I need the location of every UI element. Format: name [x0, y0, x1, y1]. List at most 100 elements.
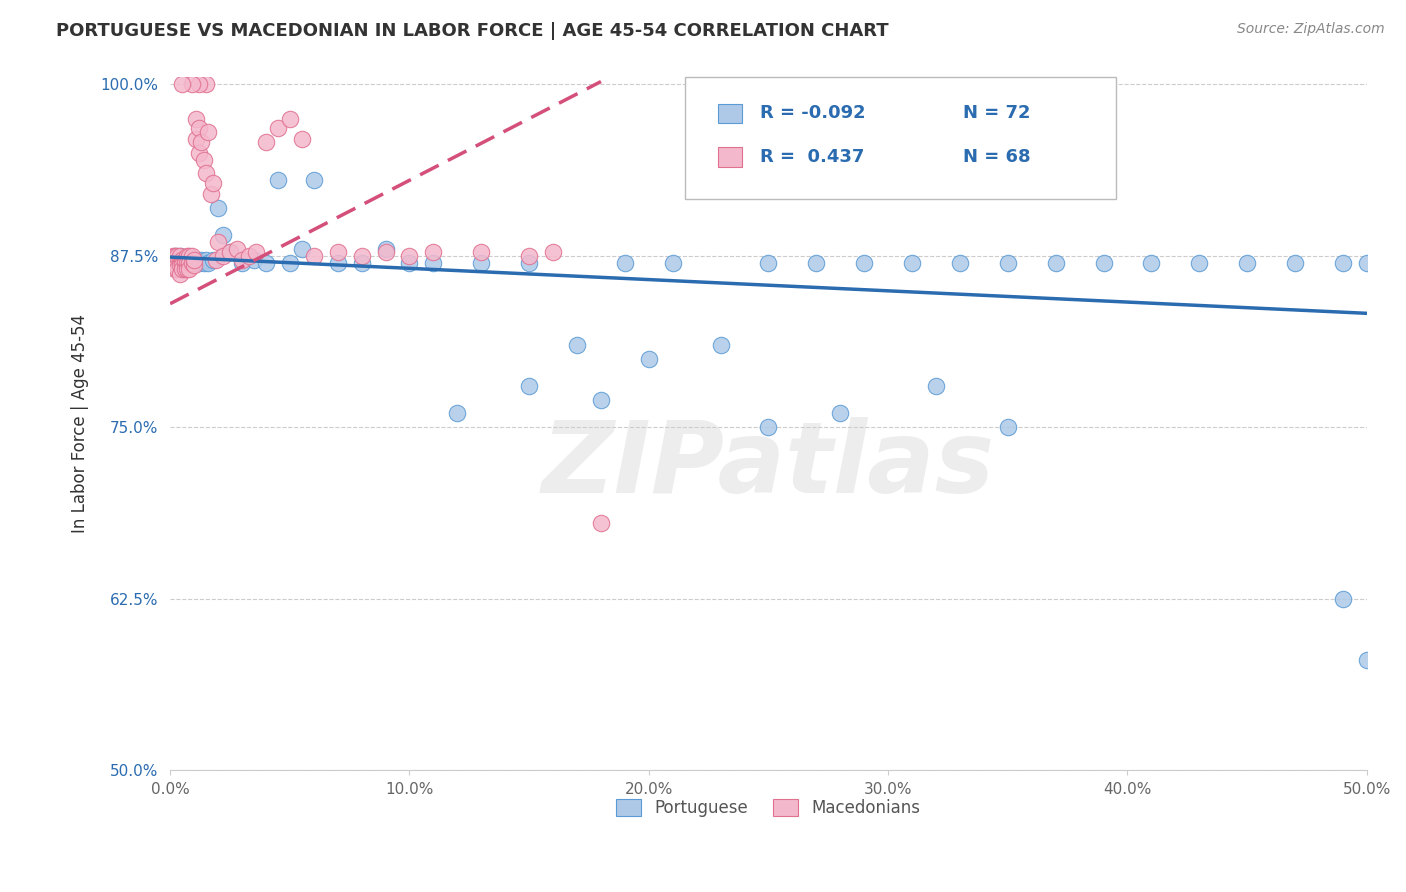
Point: [219, 244, 242, 259]
Point: [267, 121, 290, 136]
Point: [350, 255, 373, 269]
Point: [169, 249, 191, 263]
Point: [187, 121, 209, 136]
Point: [172, 252, 194, 267]
Point: [176, 262, 198, 277]
Point: [541, 244, 564, 259]
Point: [173, 252, 195, 267]
Point: [190, 135, 212, 149]
Point: [1236, 255, 1258, 269]
Point: [637, 351, 659, 366]
Point: [226, 242, 249, 256]
Legend: Portuguese, Macedonians: Portuguese, Macedonians: [610, 792, 928, 824]
Point: [180, 258, 202, 272]
Point: [278, 112, 301, 126]
Point: [231, 252, 253, 267]
Point: [172, 262, 194, 277]
Point: [830, 406, 852, 420]
Point: [398, 249, 420, 263]
Point: [183, 252, 205, 267]
Point: [173, 255, 195, 269]
Text: Source: ZipAtlas.com: Source: ZipAtlas.com: [1237, 22, 1385, 37]
Point: [169, 252, 191, 267]
Point: [589, 392, 612, 407]
Point: [613, 255, 636, 269]
Point: [186, 112, 208, 126]
Point: [166, 252, 188, 267]
Text: N = 68: N = 68: [963, 148, 1031, 166]
Point: [176, 255, 198, 269]
Point: [169, 267, 191, 281]
Point: [901, 255, 924, 269]
Point: [517, 379, 540, 393]
FancyBboxPatch shape: [685, 78, 1115, 199]
Point: [187, 78, 209, 92]
Point: [211, 249, 233, 263]
Point: [173, 262, 195, 277]
Point: [172, 255, 194, 269]
Point: [163, 255, 186, 269]
Point: [176, 252, 198, 267]
Point: [470, 255, 492, 269]
Point: [997, 420, 1019, 434]
Point: [179, 249, 201, 263]
FancyBboxPatch shape: [718, 147, 742, 167]
Point: [169, 249, 191, 263]
Point: [166, 255, 188, 269]
Point: [565, 338, 588, 352]
Point: [326, 244, 349, 259]
Point: [758, 420, 780, 434]
Point: [302, 249, 325, 263]
Point: [197, 255, 219, 269]
Point: [200, 186, 222, 201]
Point: [186, 252, 208, 267]
Text: N = 72: N = 72: [963, 104, 1031, 122]
Point: [186, 132, 208, 146]
Text: R =  0.437: R = 0.437: [759, 148, 865, 166]
Point: [180, 255, 202, 269]
Point: [278, 255, 301, 269]
Point: [195, 166, 218, 180]
Point: [517, 255, 540, 269]
Point: [173, 255, 195, 269]
Point: [374, 244, 396, 259]
Point: [166, 258, 188, 272]
Point: [238, 249, 260, 263]
Point: [291, 132, 314, 146]
Point: [183, 258, 205, 272]
Point: [1284, 255, 1306, 269]
Point: [350, 249, 373, 263]
Text: R = -0.092: R = -0.092: [759, 104, 865, 122]
Point: [207, 201, 229, 215]
Point: [195, 78, 218, 92]
Point: [806, 255, 828, 269]
Point: [187, 255, 209, 269]
Point: [180, 249, 202, 263]
Point: [172, 255, 194, 269]
Point: [163, 262, 186, 277]
Point: [180, 78, 202, 92]
Point: [169, 258, 191, 272]
Point: [163, 258, 186, 272]
Point: [326, 255, 349, 269]
Point: [166, 249, 188, 263]
Point: [589, 516, 612, 530]
Point: [179, 252, 201, 267]
Text: ZIPatlas: ZIPatlas: [541, 417, 995, 514]
Point: [163, 258, 186, 272]
Point: [193, 153, 215, 167]
Point: [169, 258, 191, 272]
Point: [176, 249, 198, 263]
Point: [211, 228, 233, 243]
Point: [183, 255, 205, 269]
Point: [179, 262, 201, 277]
Point: [166, 262, 188, 277]
Point: [162, 252, 184, 267]
Point: [162, 249, 184, 263]
Point: [758, 255, 780, 269]
Point: [202, 252, 225, 267]
Point: [422, 255, 444, 269]
Point: [470, 244, 492, 259]
Point: [172, 258, 194, 272]
Point: [176, 255, 198, 269]
